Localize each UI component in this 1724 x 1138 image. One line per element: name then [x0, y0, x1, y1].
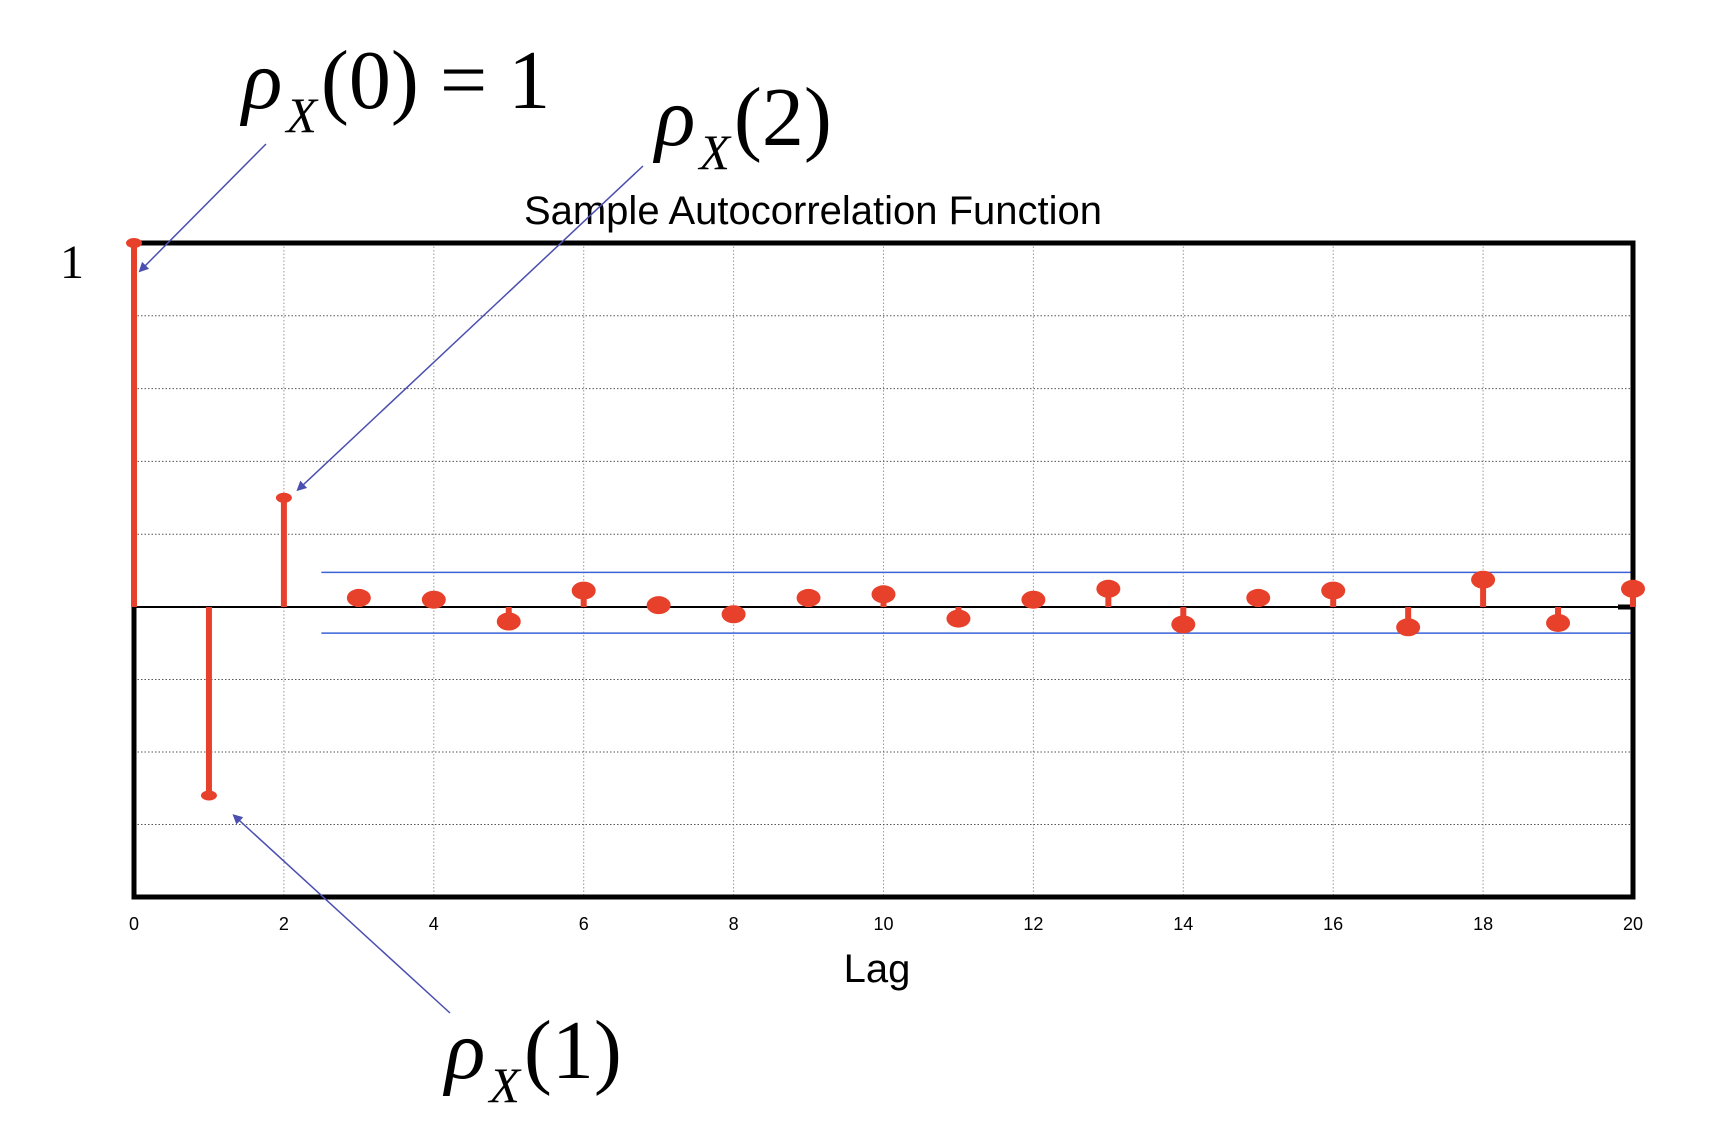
x-tick-label: 8 [729, 914, 739, 934]
stem-marker [1396, 618, 1421, 637]
stem-marker [1471, 570, 1496, 589]
annotation-rho-0-main: ρ [239, 34, 282, 127]
stem-marker [1621, 579, 1645, 598]
stem-marker [871, 585, 896, 604]
x-tick-label: 20 [1623, 914, 1643, 934]
x-tick-label: 16 [1323, 914, 1343, 934]
x-tick-label: 4 [429, 914, 439, 934]
x-tick-label: 10 [873, 914, 893, 934]
annotation-rho-1-sub: X [487, 1057, 522, 1113]
annotation-arrows [138, 143, 644, 1014]
annotation-rho-2-sub: X [697, 124, 732, 180]
x-tick-labels: 0 2 4 6 8 10 12 14 16 18 20 [129, 914, 1643, 934]
chart-title: Sample Autocorrelation Function [524, 189, 1102, 233]
x-tick-label: 0 [129, 914, 139, 934]
stem-marker [496, 612, 521, 631]
x-tick-label: 6 [579, 914, 589, 934]
stem-marker [1246, 588, 1271, 607]
stem-marker [346, 588, 371, 607]
annotation-rho-2-main: ρ [652, 71, 695, 164]
annotation-rho-0: ρ X (0) = 1 [239, 34, 550, 143]
x-tick-label: 18 [1473, 914, 1493, 934]
stem-marker [646, 596, 671, 615]
x-tick-label: 12 [1023, 914, 1043, 934]
stem-marker [721, 605, 746, 624]
stem-marker [1546, 613, 1571, 632]
x-axis-label: Lag [844, 947, 911, 991]
annotation-rho-2-suffix: (2) [734, 71, 832, 164]
stem-marker [1321, 581, 1346, 600]
annotation-arrow [138, 143, 267, 273]
grid [133, 243, 1634, 897]
stem-marker [275, 492, 292, 503]
x-tick-label: 2 [279, 914, 289, 934]
stem-marker [126, 238, 142, 248]
stem-marker [1096, 579, 1121, 598]
stems [126, 238, 1645, 801]
annotation-arrow [232, 814, 451, 1014]
stem-marker [421, 590, 446, 609]
y-tick-label-top: 1 [60, 236, 84, 289]
stem-marker [1021, 590, 1046, 609]
annotation-rho-1: ρ X (1) [442, 1004, 622, 1113]
annotation-rho-1-main: ρ [442, 1004, 485, 1097]
stem-marker [946, 609, 971, 628]
stem-marker [200, 790, 217, 801]
stem-marker [571, 581, 596, 600]
x-tick-label: 14 [1173, 914, 1193, 934]
annotation-rho-2: ρ X (2) [652, 71, 832, 180]
annotation-rho-0-suffix: (0) = 1 [321, 34, 550, 127]
annotation-rho-1-suffix: (1) [524, 1004, 622, 1097]
stem-marker [796, 588, 821, 607]
annotation-rho-0-sub: X [284, 87, 319, 143]
stem-marker [1171, 615, 1196, 634]
annotation-arrow [296, 165, 644, 492]
